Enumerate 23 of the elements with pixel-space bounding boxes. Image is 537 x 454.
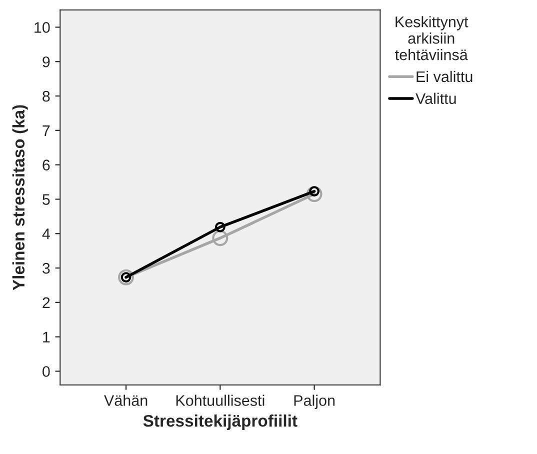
y-tick-label: 9 (42, 56, 50, 68)
point (212, 230, 228, 246)
y-tick-label: 6 (42, 160, 50, 170)
point (118, 269, 134, 286)
y-tick-label: 8 (42, 90, 50, 102)
x-tick-label: Paljon (294, 394, 335, 409)
y-tick-label: 0 (42, 366, 50, 377)
y-tick-label: 2 (42, 297, 50, 308)
x-tick-label: Kohtuullisesti (176, 394, 264, 406)
y-tick-label: 7 (42, 125, 50, 136)
y-tick-label: 3 (42, 262, 50, 274)
point (214, 222, 226, 232)
legend-label: Ei valittu (416, 70, 472, 82)
legend-label: Valittu (416, 92, 456, 104)
y-tick-label: 4 (42, 228, 50, 240)
point (306, 186, 322, 202)
x-tick-label: Vähän (104, 394, 148, 406)
y-tick-label: 10 (34, 22, 50, 33)
y-tick-label: 1 (43, 332, 50, 342)
y-tick-label: 5 (42, 194, 50, 205)
x-axis-title: Stressitekijäprofiilit (143, 414, 298, 430)
legend-title: Keskittynyt arkisiin tehtäviinsä (395, 16, 468, 60)
y-axis-title: Yleinen stressitaso (ka) (12, 105, 28, 290)
